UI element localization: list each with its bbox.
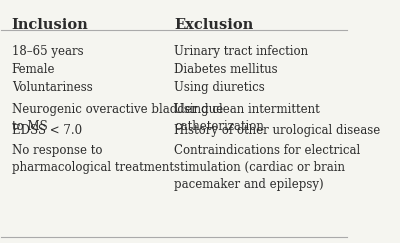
Text: Exclusion: Exclusion (174, 18, 254, 32)
Text: History of other urological disease: History of other urological disease (174, 124, 381, 137)
Text: Diabetes mellitus: Diabetes mellitus (174, 63, 278, 76)
Text: Female: Female (12, 63, 55, 76)
Text: EDSS < 7.0: EDSS < 7.0 (12, 124, 82, 137)
Text: 18–65 years: 18–65 years (12, 45, 83, 58)
Text: Urinary tract infection: Urinary tract infection (174, 45, 308, 58)
Text: Using diuretics: Using diuretics (174, 81, 265, 94)
Text: Inclusion: Inclusion (12, 18, 88, 32)
Text: Neurogenic overactive bladder due
to MS: Neurogenic overactive bladder due to MS (12, 104, 223, 133)
Text: Voluntariness: Voluntariness (12, 81, 92, 94)
Text: Using clean intermittent
catheterization: Using clean intermittent catheterization (174, 104, 320, 133)
Text: Contraindications for electrical
stimulation (cardiac or brain
pacemaker and epi: Contraindications for electrical stimula… (174, 144, 361, 191)
Text: No response to
pharmacological treatment: No response to pharmacological treatment (12, 144, 174, 174)
